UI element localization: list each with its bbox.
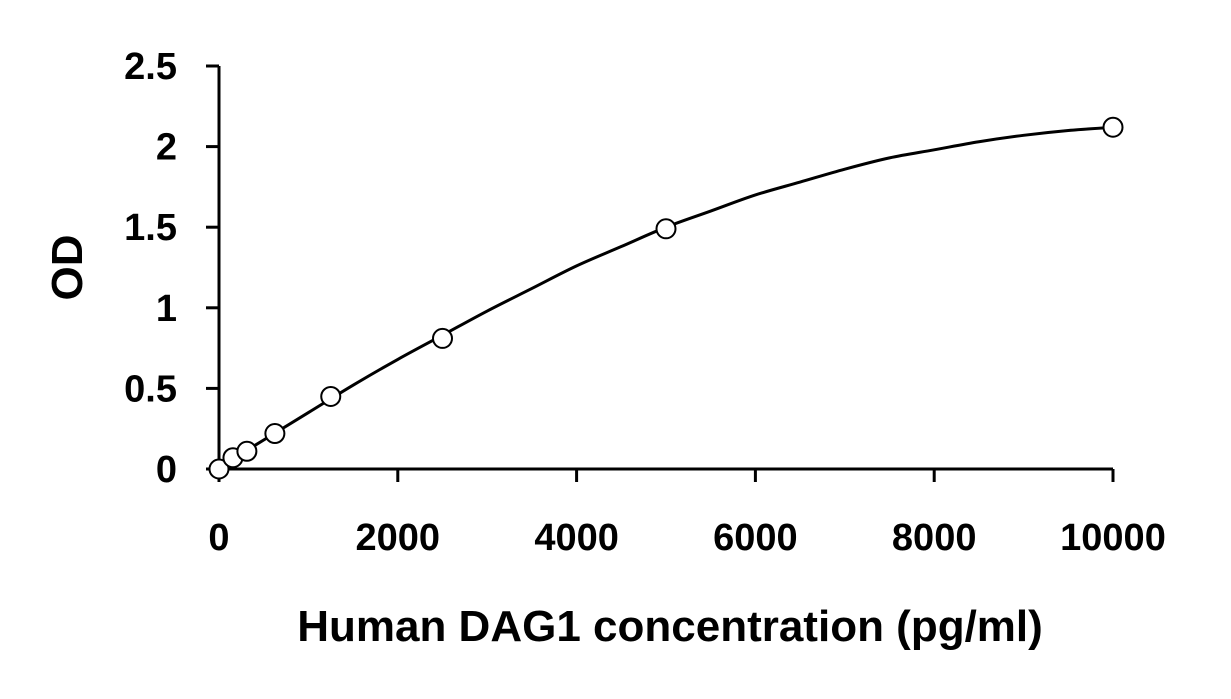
y-tick-label: 2 xyxy=(156,127,177,169)
y-tick-label: 0 xyxy=(156,449,177,491)
y-tick-label: 0.5 xyxy=(124,368,177,410)
y-axis-title: OD xyxy=(43,235,92,301)
data-point xyxy=(236,440,258,462)
data-point xyxy=(1102,116,1124,138)
data-point xyxy=(432,327,453,349)
y-tick-label: 1 xyxy=(156,288,177,330)
y-ticks: 0 0.5 1 1.5 2 2.5 xyxy=(124,46,219,491)
x-tick-label: 8000 xyxy=(892,517,977,559)
axes xyxy=(217,66,1113,471)
x-axis-title: Human DAG1 concentration (pg/ml) xyxy=(297,602,1043,651)
data-point xyxy=(264,423,286,445)
x-tick-label: 4000 xyxy=(534,517,619,559)
data-point xyxy=(655,218,677,240)
x-tick-label: 2000 xyxy=(356,517,441,559)
y-tick-label: 2.5 xyxy=(124,46,177,88)
fit-curve xyxy=(218,125,1114,469)
x-tick-label: 6000 xyxy=(713,517,798,559)
data-point xyxy=(208,458,230,480)
x-ticks: 0 2000 4000 6000 8000 10000 xyxy=(208,469,1166,559)
data-point xyxy=(320,385,342,407)
fit-layer xyxy=(218,125,1114,469)
x-tick-label: 0 xyxy=(208,517,229,559)
x-tick-label: 10000 xyxy=(1060,517,1166,559)
y-tick-label: 1.5 xyxy=(124,207,177,249)
points-layer xyxy=(208,116,1124,480)
